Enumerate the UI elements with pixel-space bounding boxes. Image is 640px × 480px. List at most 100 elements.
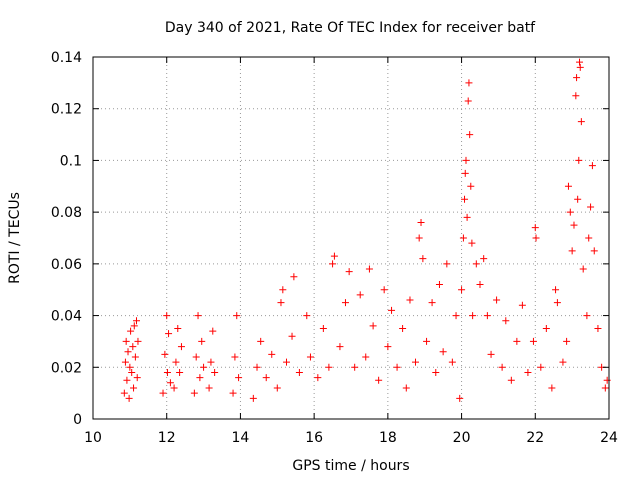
x-tick-label: 22 bbox=[526, 430, 544, 446]
data-point bbox=[590, 247, 598, 255]
data-point bbox=[229, 389, 237, 397]
data-point bbox=[575, 156, 583, 164]
data-point bbox=[577, 118, 585, 126]
data-point bbox=[393, 363, 401, 371]
data-point bbox=[466, 131, 474, 139]
x-tick-label: 20 bbox=[453, 430, 471, 446]
data-point bbox=[467, 182, 475, 190]
data-point bbox=[362, 353, 370, 361]
data-point bbox=[498, 363, 506, 371]
data-point bbox=[388, 306, 396, 314]
data-point bbox=[448, 358, 456, 366]
data-point bbox=[125, 394, 133, 402]
data-point bbox=[588, 162, 596, 170]
data-point bbox=[553, 299, 561, 307]
data-point bbox=[365, 265, 373, 273]
data-point bbox=[306, 353, 314, 361]
data-point bbox=[542, 325, 550, 332]
data-point bbox=[209, 327, 217, 335]
y-tick-label: 0 bbox=[73, 412, 82, 428]
data-point bbox=[465, 79, 473, 87]
data-point bbox=[133, 374, 141, 382]
data-point bbox=[176, 368, 184, 376]
data-point bbox=[253, 363, 261, 371]
data-point bbox=[257, 337, 265, 345]
data-point bbox=[587, 203, 595, 211]
data-point bbox=[432, 368, 440, 376]
data-point bbox=[177, 343, 185, 351]
data-point bbox=[123, 376, 131, 384]
plot-frame bbox=[92, 56, 610, 420]
data-point bbox=[130, 384, 138, 392]
data-point bbox=[564, 182, 572, 190]
y-tick-label: 0.02 bbox=[51, 360, 82, 376]
data-point bbox=[461, 195, 469, 203]
chart-title: Day 340 of 2021, Rate Of TEC Index for r… bbox=[165, 20, 536, 36]
data-point bbox=[288, 332, 296, 340]
data-point bbox=[487, 350, 495, 358]
data-point bbox=[319, 325, 327, 332]
data-point bbox=[196, 374, 204, 382]
data-point bbox=[200, 363, 208, 371]
data-point bbox=[290, 273, 298, 281]
data-point bbox=[121, 358, 129, 366]
data-point bbox=[314, 374, 322, 382]
data-point bbox=[402, 384, 410, 392]
x-axis-ticks: 10 12 14 16 18 20 22 24 bbox=[84, 57, 618, 446]
data-point bbox=[576, 63, 584, 71]
data-point bbox=[443, 260, 451, 268]
data-point bbox=[329, 260, 337, 268]
data-point bbox=[601, 384, 609, 392]
data-point bbox=[576, 58, 584, 66]
data-point bbox=[439, 348, 447, 356]
data-point bbox=[336, 343, 344, 351]
data-point bbox=[568, 247, 576, 255]
x-axis-label: GPS time / hours bbox=[292, 458, 409, 474]
data-point bbox=[132, 317, 140, 325]
data-point bbox=[452, 312, 460, 320]
y-tick-label: 0.14 bbox=[51, 50, 82, 66]
data-point bbox=[428, 299, 436, 307]
data-point bbox=[406, 296, 414, 304]
data-point bbox=[456, 394, 464, 402]
data-point bbox=[283, 358, 290, 366]
data-point bbox=[563, 337, 571, 345]
y-axis-ticks: 0 0.02 0.04 0.06 0.08 0.1 0.12 0.14 bbox=[51, 50, 609, 428]
data-point bbox=[415, 234, 423, 242]
data-point bbox=[570, 221, 578, 229]
data-point bbox=[552, 286, 560, 294]
data-point bbox=[295, 368, 303, 376]
data-point bbox=[419, 255, 427, 263]
data-point bbox=[174, 325, 182, 332]
data-point bbox=[472, 260, 480, 268]
data-point bbox=[507, 376, 515, 384]
data-point bbox=[548, 384, 556, 392]
data-point bbox=[235, 374, 243, 382]
data-point bbox=[198, 337, 206, 345]
data-point bbox=[130, 322, 138, 330]
data-point bbox=[412, 358, 419, 366]
data-point bbox=[603, 376, 611, 384]
data-point bbox=[375, 376, 383, 384]
data-point bbox=[537, 363, 545, 371]
y-tick-label: 0.1 bbox=[60, 153, 82, 169]
data-point bbox=[194, 312, 202, 320]
data-point bbox=[172, 358, 180, 366]
x-tick-label: 12 bbox=[158, 430, 176, 446]
data-point bbox=[351, 363, 359, 371]
data-point bbox=[458, 286, 466, 294]
data-point bbox=[513, 337, 521, 345]
data-point bbox=[529, 337, 537, 345]
data-point bbox=[566, 208, 574, 216]
data-point bbox=[341, 299, 349, 307]
data-point bbox=[330, 252, 338, 260]
grid-lines bbox=[93, 57, 609, 419]
data-point bbox=[463, 213, 471, 221]
data-point bbox=[531, 224, 539, 232]
data-point bbox=[120, 389, 128, 397]
data-point bbox=[129, 343, 137, 351]
data-points bbox=[120, 58, 611, 402]
data-point bbox=[211, 368, 219, 376]
data-point bbox=[417, 218, 425, 226]
